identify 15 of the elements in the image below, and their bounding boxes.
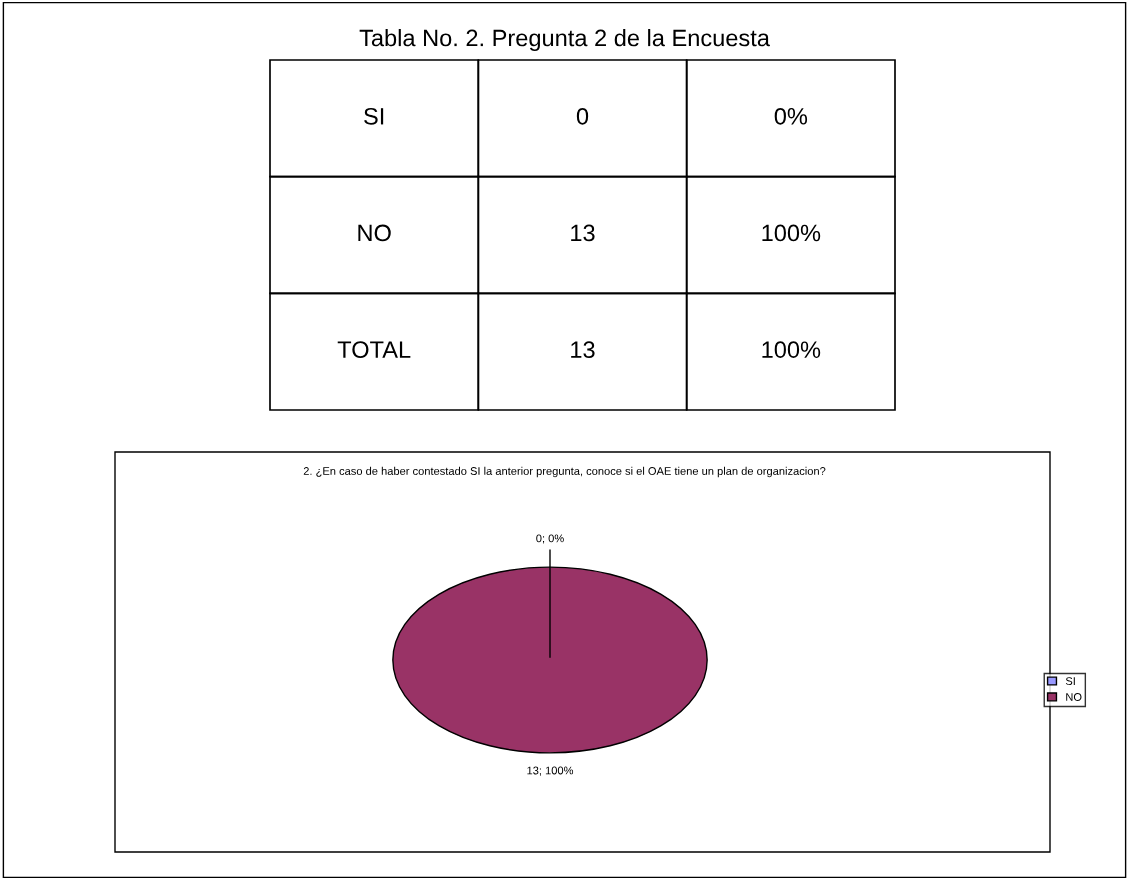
text: 0% bbox=[774, 107, 808, 125]
legend-label: SI bbox=[1065, 677, 1075, 686]
text: TOTAL bbox=[337, 341, 411, 358]
text: 13 bbox=[571, 224, 595, 242]
text: 13 bbox=[571, 341, 595, 358]
text: 0 bbox=[576, 107, 589, 125]
text: 100% bbox=[762, 341, 821, 358]
text: 100% bbox=[762, 224, 821, 242]
text: Tabla No. 2. Pregunta 2 de la Encuesta bbox=[359, 29, 770, 52]
data-label: 13; 100% bbox=[527, 766, 574, 776]
legend-label: NO bbox=[1066, 693, 1082, 701]
chart-title: 2. ¿En caso de haber contestado SI la anterior pregunta, conoce si el OAE tiene un plan de organizacion? bbox=[303, 466, 826, 478]
text: NO bbox=[358, 224, 391, 242]
text: 0; 0% bbox=[536, 534, 564, 544]
text: SI bbox=[364, 107, 384, 125]
